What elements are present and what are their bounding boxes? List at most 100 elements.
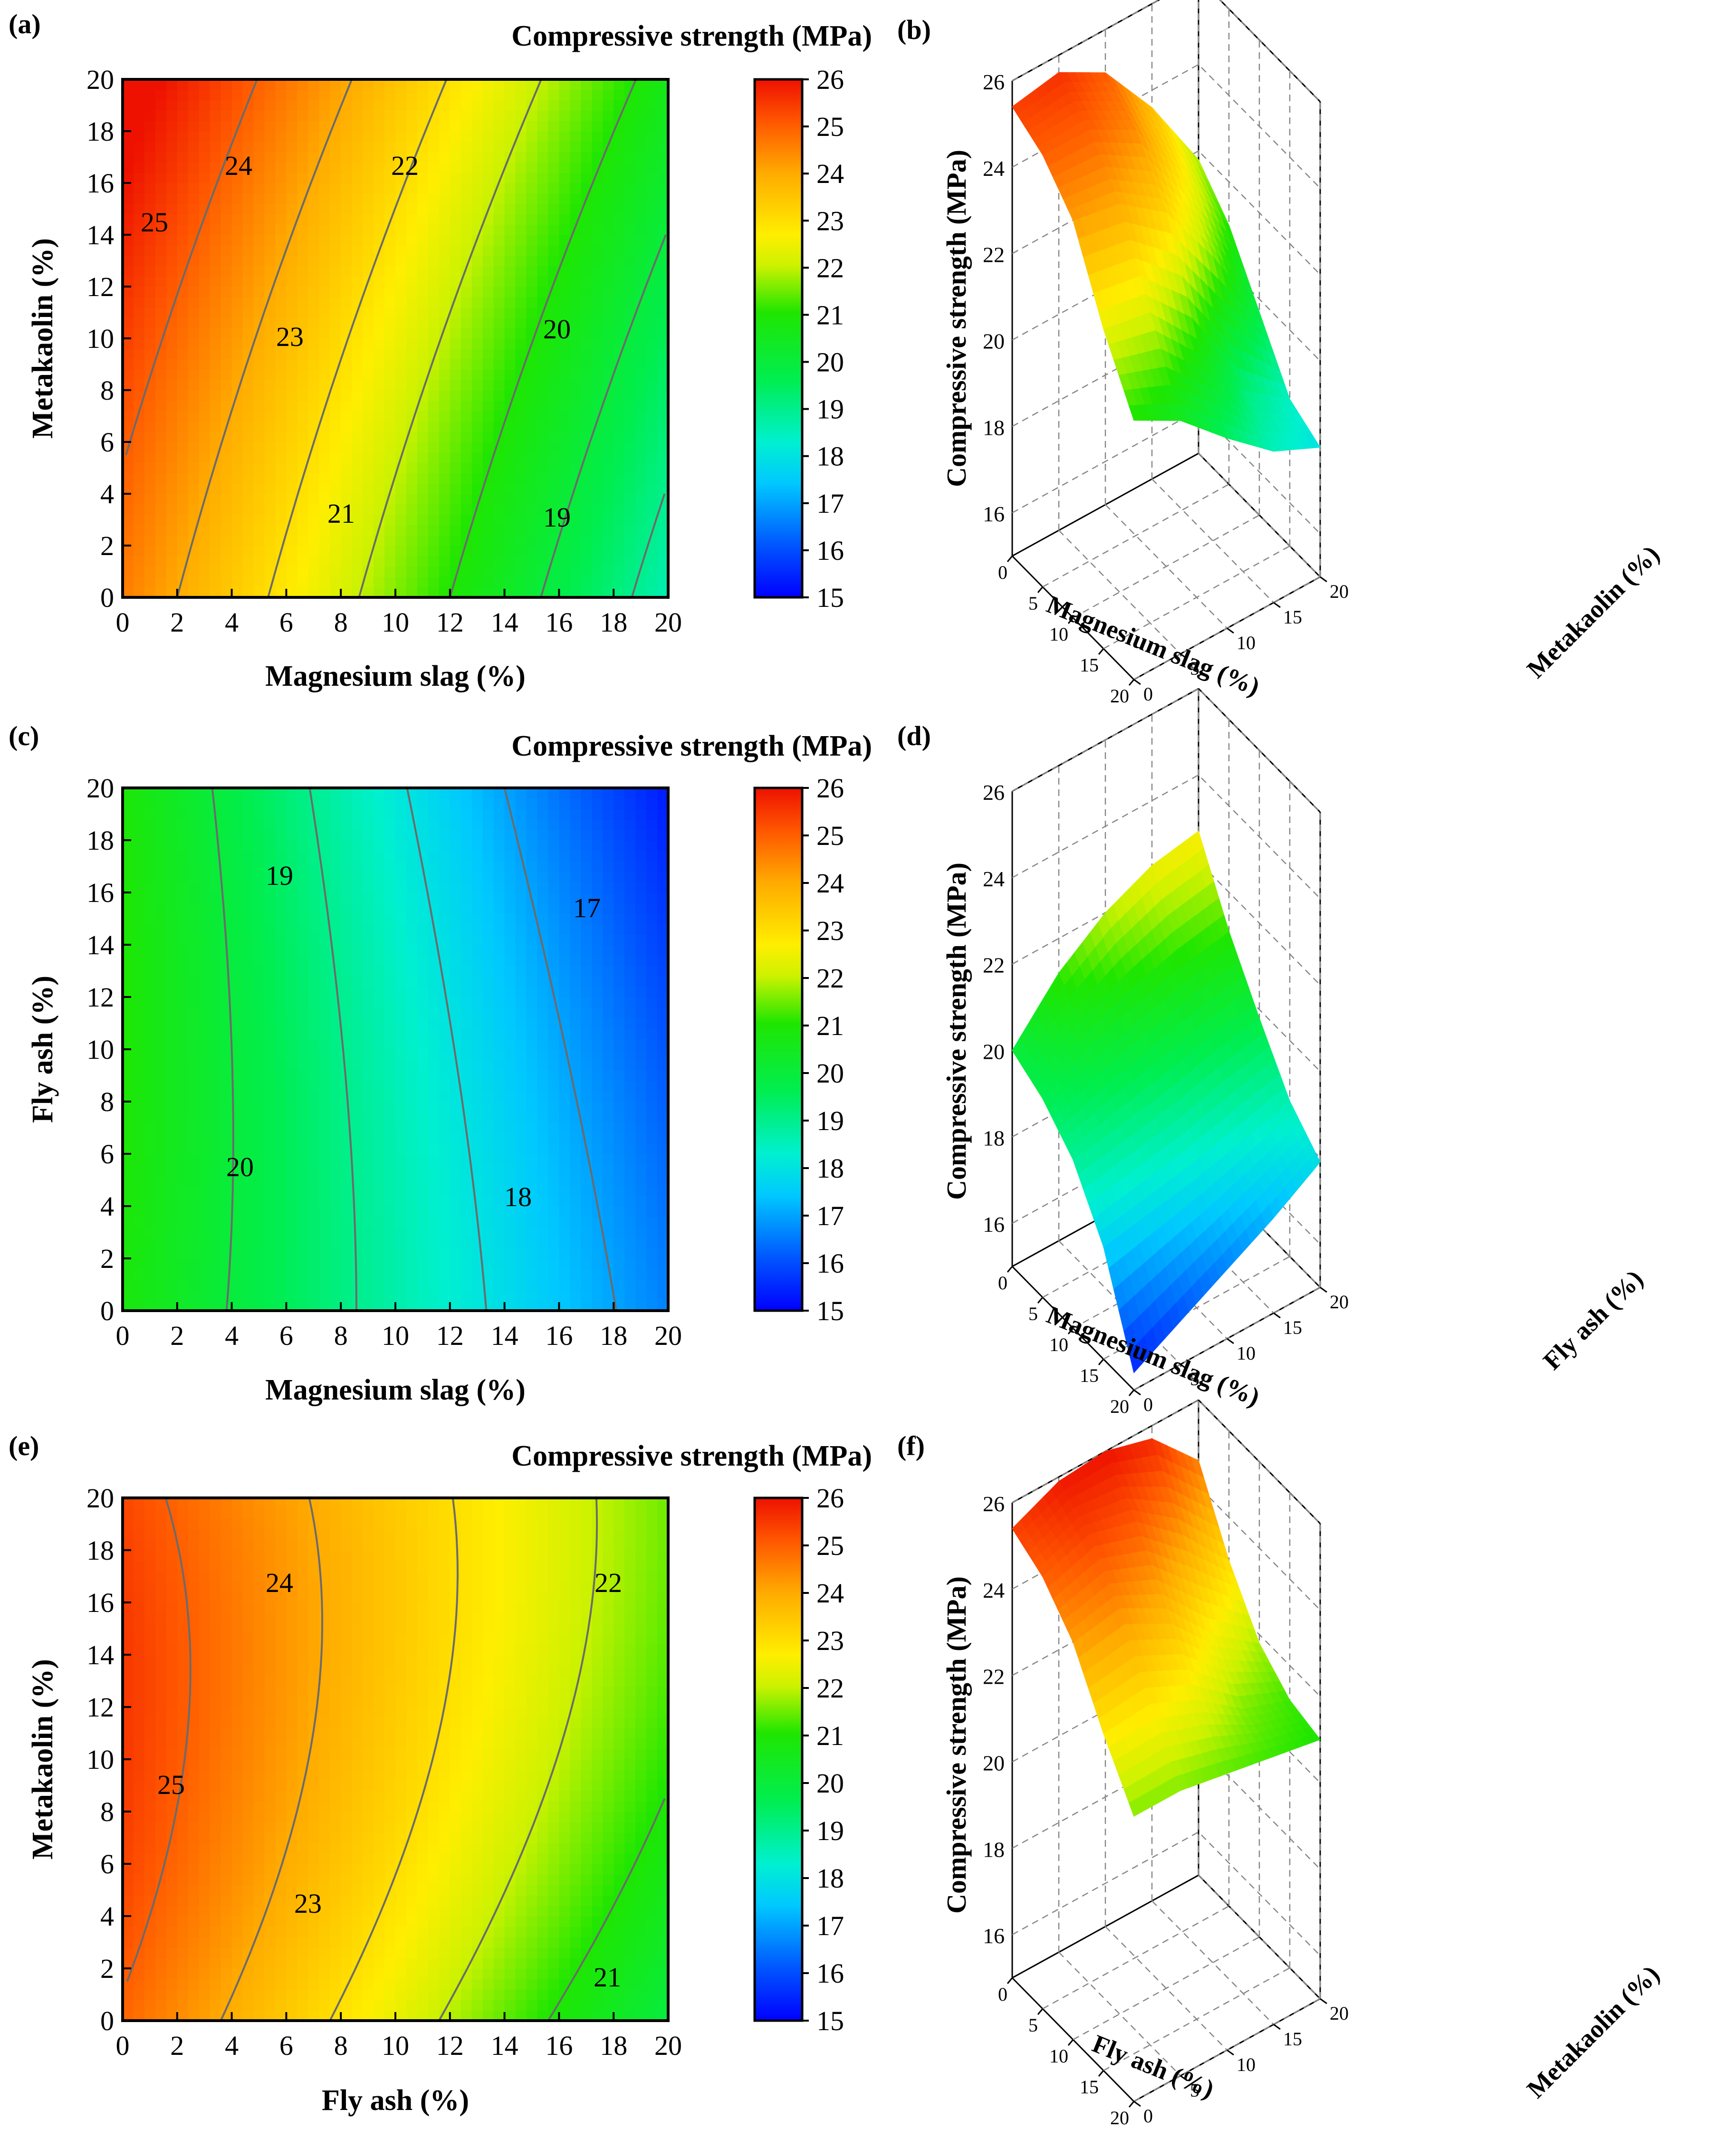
heatmap-cell <box>177 442 189 453</box>
heatmap-cell <box>548 494 560 505</box>
heatmap-cell <box>123 1217 134 1227</box>
heatmap-cell <box>286 317 298 328</box>
heatmap-cell <box>471 1112 483 1123</box>
heatmap-cell <box>374 183 385 194</box>
heatmap-cell <box>504 587 516 598</box>
heatmap-cell <box>177 1081 189 1092</box>
heatmap-cell <box>177 1007 189 1018</box>
heatmap-cell <box>166 1112 178 1123</box>
heatmap-cell <box>439 473 451 484</box>
heatmap-cell <box>166 913 178 924</box>
heatmap-cell <box>482 504 494 515</box>
heatmap-cell <box>460 861 472 872</box>
heatmap-cell <box>482 535 494 546</box>
heatmap-cell <box>352 214 363 225</box>
heatmap-cell <box>155 203 167 215</box>
heatmap-cell <box>155 380 167 391</box>
heatmap-cell <box>570 525 582 536</box>
heatmap-cell <box>210 235 221 246</box>
heatmap-cell <box>166 587 178 598</box>
heatmap-cell <box>188 1227 200 1238</box>
heatmap-cell <box>439 348 451 360</box>
heatmap-cell <box>635 317 647 328</box>
heatmap-cell <box>341 1258 352 1269</box>
heatmap-cell <box>406 131 418 142</box>
heatmap-cell <box>253 276 265 287</box>
heatmap-cell <box>363 411 374 422</box>
heatmap-cell <box>264 819 276 830</box>
heatmap-cell <box>646 193 658 204</box>
heatmap-cell <box>308 1248 319 1259</box>
heatmap-cell <box>471 1279 483 1290</box>
heatmap-cell <box>242 1112 254 1123</box>
heatmap-cell <box>471 1122 483 1133</box>
heatmap-cell <box>253 411 265 422</box>
heatmap-cell <box>624 525 636 536</box>
heatmap-cell <box>188 840 200 851</box>
heatmap-cell <box>275 162 287 173</box>
heatmap-cell <box>242 1206 254 1217</box>
heatmap-cell <box>624 462 636 474</box>
heatmap-cell <box>526 587 538 598</box>
heatmap-cell <box>460 442 472 453</box>
heatmap-cell <box>439 173 451 183</box>
heatmap-cell <box>210 587 221 598</box>
heatmap-cell <box>482 1269 494 1280</box>
heatmap-cell <box>123 359 134 370</box>
heatmap-cell <box>144 1196 156 1207</box>
heatmap-cell <box>450 1237 461 1248</box>
heatmap-cell <box>210 1102 221 1112</box>
y-tick-label: 10 <box>86 323 114 354</box>
heatmap-cell <box>177 348 189 360</box>
heatmap-cell <box>439 400 451 412</box>
heatmap-cell <box>352 1269 363 1280</box>
heatmap-cell <box>242 840 254 851</box>
heatmap-cell <box>592 131 603 142</box>
heatmap-cell <box>450 788 461 799</box>
heatmap-cell <box>624 535 636 546</box>
heatmap-cell <box>155 830 167 841</box>
heatmap-cell <box>352 245 363 256</box>
heatmap-cell <box>210 1217 221 1227</box>
heatmap-cell <box>471 851 483 862</box>
heatmap-cell <box>264 1081 276 1092</box>
heatmap-cell <box>482 494 494 505</box>
heatmap-cell <box>493 1237 505 1248</box>
heatmap-cell <box>297 525 309 536</box>
heatmap-cell <box>330 473 341 484</box>
heatmap-cell <box>297 1102 309 1112</box>
heatmap-cell <box>188 79 200 90</box>
heatmap-cell <box>188 1258 200 1269</box>
heatmap-cell <box>231 934 243 945</box>
heatmap-cell <box>352 338 363 349</box>
heatmap-cell <box>592 380 603 391</box>
heatmap-cell <box>341 193 352 204</box>
heatmap-cell <box>308 872 319 882</box>
heatmap-cell <box>286 452 298 463</box>
heatmap-cell <box>450 1112 461 1123</box>
heatmap-cell <box>374 1206 385 1217</box>
heatmap-cell <box>166 110 178 121</box>
heatmap-cell <box>297 546 309 556</box>
heatmap-cell <box>341 483 352 494</box>
heatmap-cell <box>395 861 407 872</box>
heatmap-cell <box>166 173 178 183</box>
heatmap-cell <box>123 266 134 277</box>
heatmap-cell <box>133 840 145 851</box>
heatmap-cell <box>231 452 243 463</box>
heatmap-cell <box>482 924 494 935</box>
heatmap-cell <box>406 1196 418 1207</box>
heatmap-cell <box>286 100 298 111</box>
heatmap-cell <box>646 483 658 494</box>
heatmap-cell <box>352 576 363 587</box>
heatmap-cell <box>275 1175 287 1186</box>
heatmap-cell <box>559 224 571 235</box>
heatmap-cell <box>450 1175 461 1186</box>
heatmap-cell <box>166 483 178 494</box>
heatmap-cell <box>624 183 636 194</box>
heatmap-cell <box>297 452 309 463</box>
heatmap-cell <box>123 255 134 267</box>
heatmap-cell <box>144 141 156 153</box>
heatmap-cell <box>482 587 494 598</box>
heatmap-cell <box>188 966 200 977</box>
